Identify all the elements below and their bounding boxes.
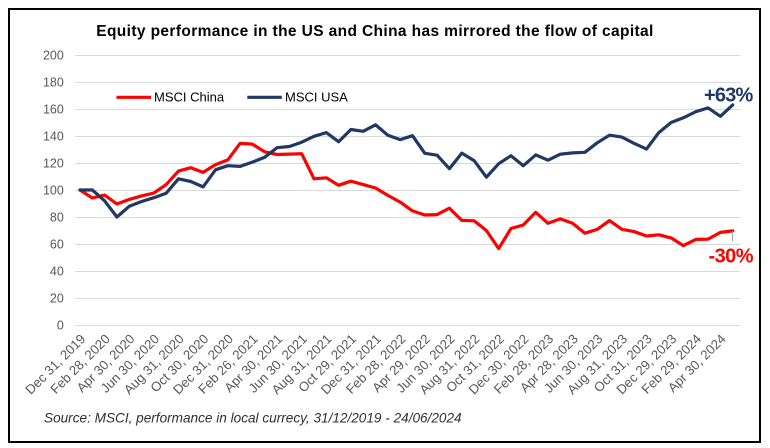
svg-text:180: 180 [43, 76, 64, 90]
svg-text:40: 40 [50, 265, 64, 279]
svg-text:+63%: +63% [704, 84, 754, 106]
svg-text:60: 60 [50, 238, 64, 252]
svg-text:100: 100 [43, 184, 64, 198]
svg-text:0: 0 [57, 319, 64, 333]
svg-text:140: 140 [43, 130, 64, 144]
svg-text:200: 200 [43, 49, 64, 63]
svg-text:Equity performance in the US a: Equity performance in the US and China h… [96, 23, 654, 40]
svg-text:MSCI China: MSCI China [154, 90, 225, 105]
svg-text:80: 80 [50, 211, 64, 225]
svg-text:120: 120 [43, 157, 64, 171]
svg-text:MSCI USA: MSCI USA [285, 90, 348, 105]
svg-text:20: 20 [50, 292, 64, 306]
svg-text:-30%: -30% [709, 246, 754, 268]
svg-text:Source: MSCI, performance in l: Source: MSCI, performance in local curre… [44, 411, 462, 426]
svg-text:160: 160 [43, 103, 64, 117]
